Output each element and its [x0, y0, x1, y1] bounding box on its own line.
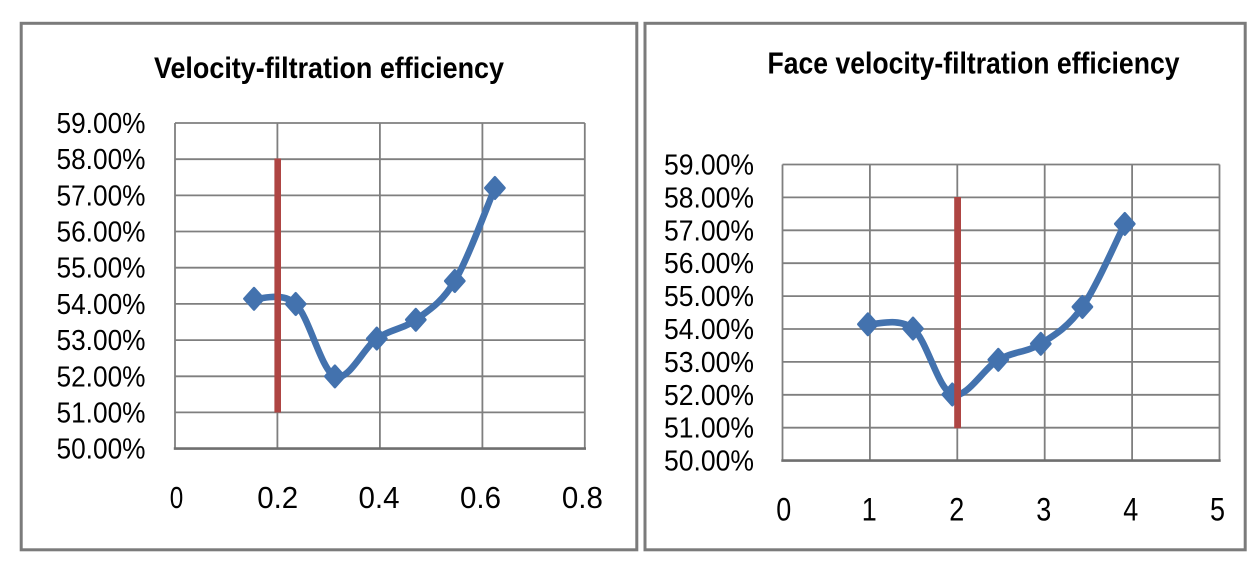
- svg-text:50.00%: 50.00%: [57, 434, 146, 466]
- svg-text:0: 0: [170, 480, 184, 515]
- svg-text:Face velocity-filtration effic: Face velocity-filtration efficiency: [768, 46, 1181, 81]
- svg-text:0.8: 0.8: [562, 480, 603, 515]
- svg-text:1: 1: [862, 492, 877, 528]
- svg-text:57.00%: 57.00%: [57, 180, 146, 212]
- svg-text:51.00%: 51.00%: [57, 397, 146, 429]
- svg-text:56.00%: 56.00%: [57, 217, 146, 249]
- svg-text:54.00%: 54.00%: [57, 289, 146, 321]
- svg-text:5: 5: [1210, 492, 1225, 528]
- svg-text:55.00%: 55.00%: [57, 253, 146, 285]
- svg-text:59.00%: 59.00%: [57, 108, 146, 140]
- svg-text:3: 3: [1036, 492, 1051, 528]
- svg-text:0.2: 0.2: [257, 480, 298, 515]
- svg-text:0.6: 0.6: [460, 480, 501, 515]
- svg-text:0: 0: [776, 492, 791, 528]
- svg-text:52.00%: 52.00%: [664, 380, 754, 412]
- svg-text:53.00%: 53.00%: [664, 347, 754, 379]
- svg-text:Velocity-filtration efficiency: Velocity-filtration efficiency: [154, 52, 504, 85]
- svg-text:57.00%: 57.00%: [664, 215, 754, 247]
- svg-text:53.00%: 53.00%: [57, 325, 146, 357]
- svg-text:55.00%: 55.00%: [664, 281, 754, 313]
- svg-text:58.00%: 58.00%: [57, 144, 146, 176]
- svg-text:50.00%: 50.00%: [664, 446, 754, 478]
- svg-text:54.00%: 54.00%: [664, 314, 754, 346]
- svg-text:58.00%: 58.00%: [664, 182, 754, 214]
- svg-text:51.00%: 51.00%: [664, 413, 754, 445]
- svg-text:0.4: 0.4: [359, 480, 400, 515]
- svg-text:52.00%: 52.00%: [57, 361, 146, 393]
- svg-text:4: 4: [1123, 492, 1138, 528]
- svg-text:59.00%: 59.00%: [664, 150, 754, 182]
- svg-text:2: 2: [949, 492, 964, 528]
- svg-text:56.00%: 56.00%: [664, 248, 754, 280]
